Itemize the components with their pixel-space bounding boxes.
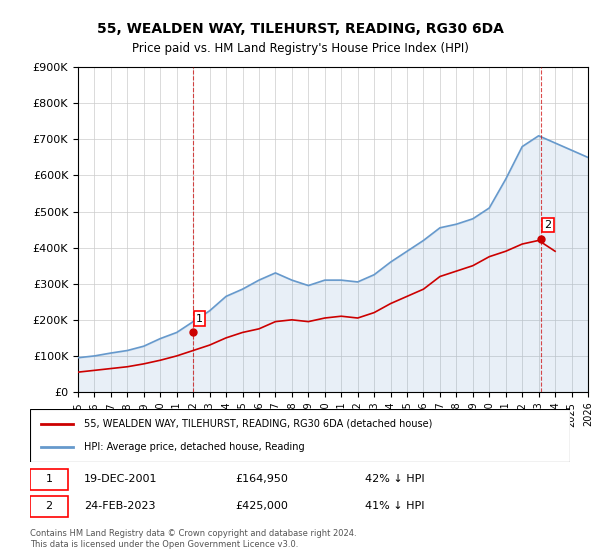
- FancyBboxPatch shape: [30, 469, 68, 490]
- Text: 24-FEB-2023: 24-FEB-2023: [84, 501, 155, 511]
- Text: 55, WEALDEN WAY, TILEHURST, READING, RG30 6DA: 55, WEALDEN WAY, TILEHURST, READING, RG3…: [97, 22, 503, 36]
- Text: 42% ↓ HPI: 42% ↓ HPI: [365, 474, 424, 484]
- Text: HPI: Average price, detached house, Reading: HPI: Average price, detached house, Read…: [84, 442, 305, 452]
- Text: 2: 2: [544, 220, 551, 230]
- Text: 55, WEALDEN WAY, TILEHURST, READING, RG30 6DA (detached house): 55, WEALDEN WAY, TILEHURST, READING, RG3…: [84, 419, 433, 429]
- Text: 19-DEC-2001: 19-DEC-2001: [84, 474, 157, 484]
- Text: £164,950: £164,950: [235, 474, 288, 484]
- Text: Price paid vs. HM Land Registry's House Price Index (HPI): Price paid vs. HM Land Registry's House …: [131, 42, 469, 55]
- FancyBboxPatch shape: [30, 496, 68, 517]
- Text: £425,000: £425,000: [235, 501, 288, 511]
- FancyBboxPatch shape: [30, 409, 570, 462]
- Text: 2: 2: [46, 501, 52, 511]
- Text: Contains HM Land Registry data © Crown copyright and database right 2024.
This d: Contains HM Land Registry data © Crown c…: [30, 529, 356, 549]
- Text: 1: 1: [196, 314, 203, 324]
- Text: 1: 1: [46, 474, 52, 484]
- Text: 41% ↓ HPI: 41% ↓ HPI: [365, 501, 424, 511]
